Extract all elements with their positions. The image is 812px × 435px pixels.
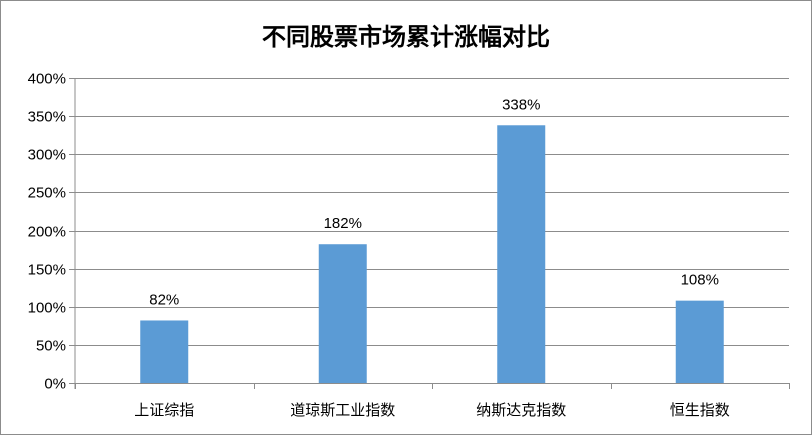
data-label: 108% [681,272,719,289]
bar [675,300,724,383]
x-category-label: 恒生指数 [670,401,730,419]
data-labels: 82% 182% 338% 108% [149,96,719,308]
x-category-label: 纳斯达克指数 [476,401,566,419]
data-label: 182% [324,215,362,232]
gridlines [69,78,789,384]
y-axis-ticks: 0% 50% 100% 150% 200% 250% 300% 350% 400% [28,71,66,393]
y-tick-label: 150% [28,262,66,279]
x-category-label: 上证综指 [134,401,194,419]
bars [140,125,724,384]
x-axis-categories: 上证综指 道琼斯工业指数 纳斯达克指数 恒生指数 [134,401,730,419]
y-tick-label: 350% [28,109,66,126]
chart-title: 不同股票市场累计涨幅对比 [262,23,550,51]
y-tick-label: 0% [44,376,66,393]
y-tick-label: 250% [28,185,66,202]
y-tick-label: 50% [36,338,66,355]
y-tick-label: 300% [28,147,66,164]
bar [318,244,367,383]
x-axis [74,78,790,389]
data-label: 82% [149,291,179,308]
y-tick-label: 100% [28,300,66,317]
y-tick-label: 400% [28,71,66,88]
x-category-label: 道琼斯工业指数 [290,401,395,419]
data-label: 338% [502,96,540,113]
bar [140,320,189,383]
bar [497,125,546,384]
y-tick-label: 200% [28,224,66,241]
